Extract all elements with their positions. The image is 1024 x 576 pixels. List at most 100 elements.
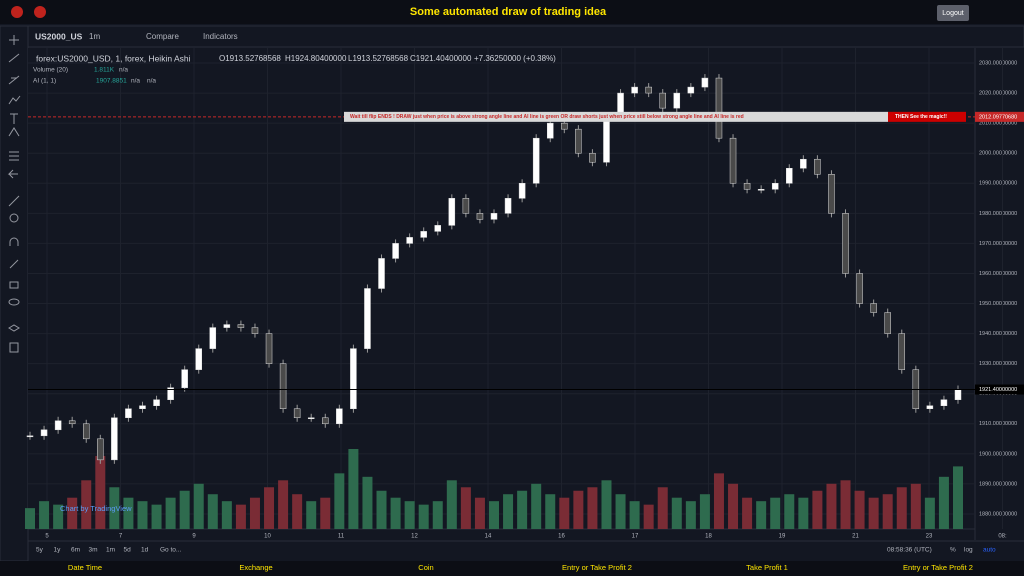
x-tick-label: 17 <box>632 534 639 540</box>
volume-bar <box>896 487 907 529</box>
volume-bar <box>292 494 303 529</box>
x-tick-label: 7 <box>119 534 123 540</box>
candle <box>237 324 245 328</box>
volume-bar <box>137 501 148 529</box>
y-tick-label: 1980.00000000 <box>979 211 1017 217</box>
range-button[interactable]: 5d <box>124 547 132 554</box>
candle <box>940 399 948 406</box>
candle <box>828 174 835 214</box>
volume-bar <box>109 487 120 529</box>
volume-bar <box>474 497 485 529</box>
candle <box>701 77 709 88</box>
range-button[interactable]: 1m <box>106 547 115 554</box>
volume-bar <box>882 494 893 529</box>
volume-bar <box>221 501 232 529</box>
symbol[interactable]: US2000_US <box>35 31 83 41</box>
range-button[interactable]: 1d <box>141 547 149 554</box>
candle <box>167 387 174 400</box>
ai-na: n/a <box>131 78 140 85</box>
logout-label[interactable]: Logout <box>942 10 963 17</box>
volume-bar <box>742 497 753 529</box>
y-tick-label: 1890.00000000 <box>979 481 1017 487</box>
indicators[interactable]: Indicators <box>203 32 238 41</box>
logout-button[interactable] <box>937 5 969 21</box>
volume-bar <box>601 480 612 529</box>
candle <box>265 333 273 364</box>
y-tick-label: 1910.00000000 <box>979 421 1017 427</box>
volume-bar <box>207 494 218 529</box>
volume-bar <box>699 494 710 529</box>
volume-bar <box>615 494 626 529</box>
range-button[interactable]: 3m <box>89 547 98 554</box>
volume-bar <box>151 504 162 529</box>
volume-bar <box>559 497 570 529</box>
range-button[interactable]: 5y <box>36 547 44 554</box>
y-tick-label: 1880.00000000 <box>979 511 1017 517</box>
candle <box>575 128 582 154</box>
candle <box>603 116 610 163</box>
volume-bar <box>854 490 865 529</box>
volume-bar <box>517 490 528 529</box>
candle <box>406 237 413 244</box>
tool-icons[interactable] <box>7 35 21 353</box>
volume-bar <box>249 497 260 529</box>
volume-bar <box>910 483 921 529</box>
volume-bar <box>67 497 78 529</box>
candle <box>82 423 90 440</box>
bottom-goto[interactable]: Go to... <box>160 547 182 554</box>
candle <box>645 86 652 94</box>
volume-bar <box>770 497 781 529</box>
volume-bar <box>503 494 514 529</box>
volume-bar <box>53 504 64 529</box>
ai-value: 1907.8851 <box>96 78 127 85</box>
logo <box>11 6 23 18</box>
last-price-label: 1921.40000000 <box>979 387 1017 393</box>
x-tick-label: 5 <box>45 534 49 540</box>
compare[interactable]: Compare <box>146 32 179 41</box>
legend-close: C1921.40400000 <box>410 54 472 63</box>
bottom-percent[interactable]: % <box>950 547 956 554</box>
candle <box>322 417 329 425</box>
y-tick-label: 2000.00000000 <box>979 151 1017 157</box>
left-toolbar <box>0 25 29 562</box>
legend-high: H1924.80400000 <box>285 54 347 63</box>
candle <box>757 189 765 191</box>
candle <box>251 327 259 334</box>
banner-magic: THEN See the magic!! <box>895 114 947 120</box>
volume-bar <box>826 483 837 529</box>
candle <box>40 429 48 437</box>
volume-name: Volume (20) <box>33 67 68 74</box>
volume-bar <box>685 501 696 529</box>
range-button[interactable]: 1y <box>54 547 62 554</box>
bottom-clock: 08:58:36 (UTC) <box>887 547 932 554</box>
volume-bar <box>840 480 851 529</box>
volume-bar <box>25 508 35 529</box>
watermark[interactable]: Chart by TradingView <box>60 504 132 513</box>
candle <box>786 168 793 184</box>
volume-bar <box>812 490 823 529</box>
x-tick-label: 19 <box>779 534 786 540</box>
legend-open: O1913.52768568 <box>219 54 281 63</box>
x-tick-label: 21 <box>852 534 859 540</box>
volume-bar <box>545 494 556 529</box>
volume-bar <box>713 473 724 529</box>
volume-bar <box>629 501 640 529</box>
plot-area <box>28 48 975 529</box>
top-bar <box>0 0 1024 24</box>
candle <box>350 348 357 409</box>
candle <box>659 92 666 109</box>
candle <box>687 86 695 94</box>
candle <box>814 158 821 175</box>
price-tag <box>975 384 1024 395</box>
volume-bar <box>334 473 345 529</box>
bottom-auto[interactable]: auto <box>983 547 996 554</box>
volume-bar <box>671 497 682 529</box>
bottom-log[interactable]: log <box>964 547 973 554</box>
y-tick-label: 1990.00000000 <box>979 181 1017 187</box>
candle <box>462 198 470 214</box>
interval[interactable]: 1m <box>89 32 100 41</box>
chart-toolbar <box>27 25 1024 48</box>
candle <box>771 183 779 190</box>
candle <box>181 369 188 388</box>
range-button[interactable]: 6m <box>71 547 80 554</box>
